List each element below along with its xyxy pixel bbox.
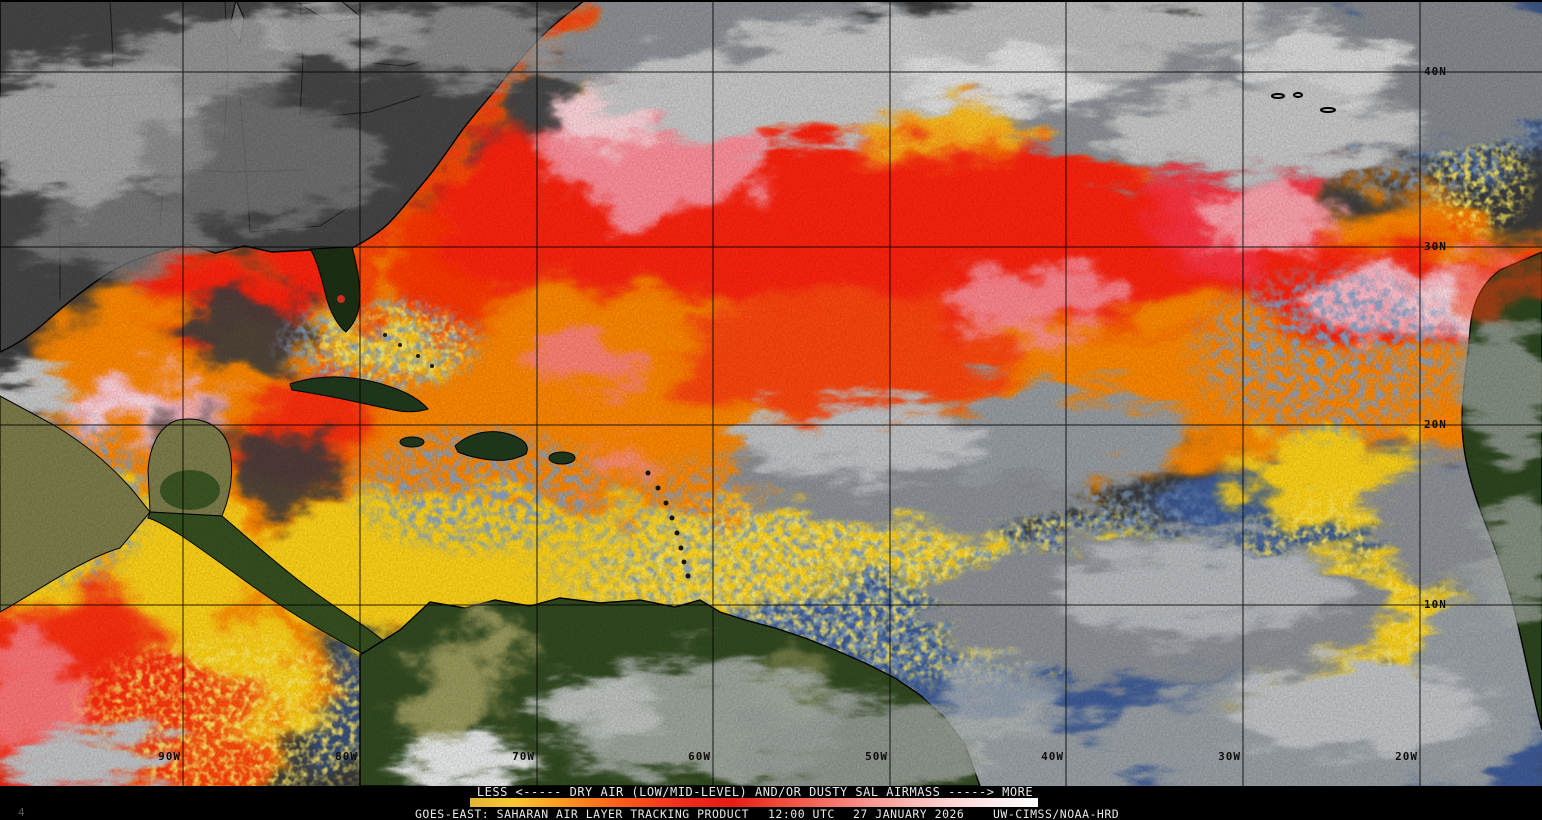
lon-label-90w: 90W [158, 750, 181, 763]
colorbar-scale-text: LESS <----- DRY AIR (LOW/MID-LEVEL) AND/… [476, 785, 1034, 799]
satellite-imagery [0, 0, 1542, 786]
product-time: 12:00 UTC [768, 807, 835, 820]
satellite-map: 40N 30N 20N 10N 90W 80W 70W 60W 50W 40W … [0, 0, 1542, 786]
corner-mark: 4 [18, 806, 25, 819]
lon-label-30w: 30W [1218, 750, 1241, 763]
lon-label-50w: 50W [865, 750, 888, 763]
top-border [0, 0, 1542, 2]
lat-label-30n: 30N [1424, 240, 1447, 253]
lon-label-70w: 70W [512, 750, 535, 763]
sal-colorbar [470, 798, 1038, 807]
latlon-grid [0, 0, 1542, 786]
lon-label-60w: 60W [688, 750, 711, 763]
lon-label-20w: 20W [1395, 750, 1418, 763]
product-title: GOES-EAST: SAHARAN AIR LAYER TRACKING PR… [415, 807, 750, 820]
legend-footer: LESS <----- DRY AIR (LOW/MID-LEVEL) AND/… [0, 786, 1542, 820]
lat-label-40n: 40N [1424, 65, 1447, 78]
lat-label-20n: 20N [1424, 418, 1447, 431]
product-date: 27 JANUARY 2026 [853, 807, 965, 820]
product-credit: UW-CIMSS/NOAA-HRD [993, 807, 1120, 820]
lon-label-40w: 40W [1041, 750, 1064, 763]
product-caption: GOES-EAST: SAHARAN AIR LAYER TRACKING PR… [0, 807, 1542, 820]
pixel-grain-overlay [0, 0, 1542, 786]
lat-label-10n: 10N [1424, 598, 1447, 611]
lon-label-80w: 80W [335, 750, 358, 763]
